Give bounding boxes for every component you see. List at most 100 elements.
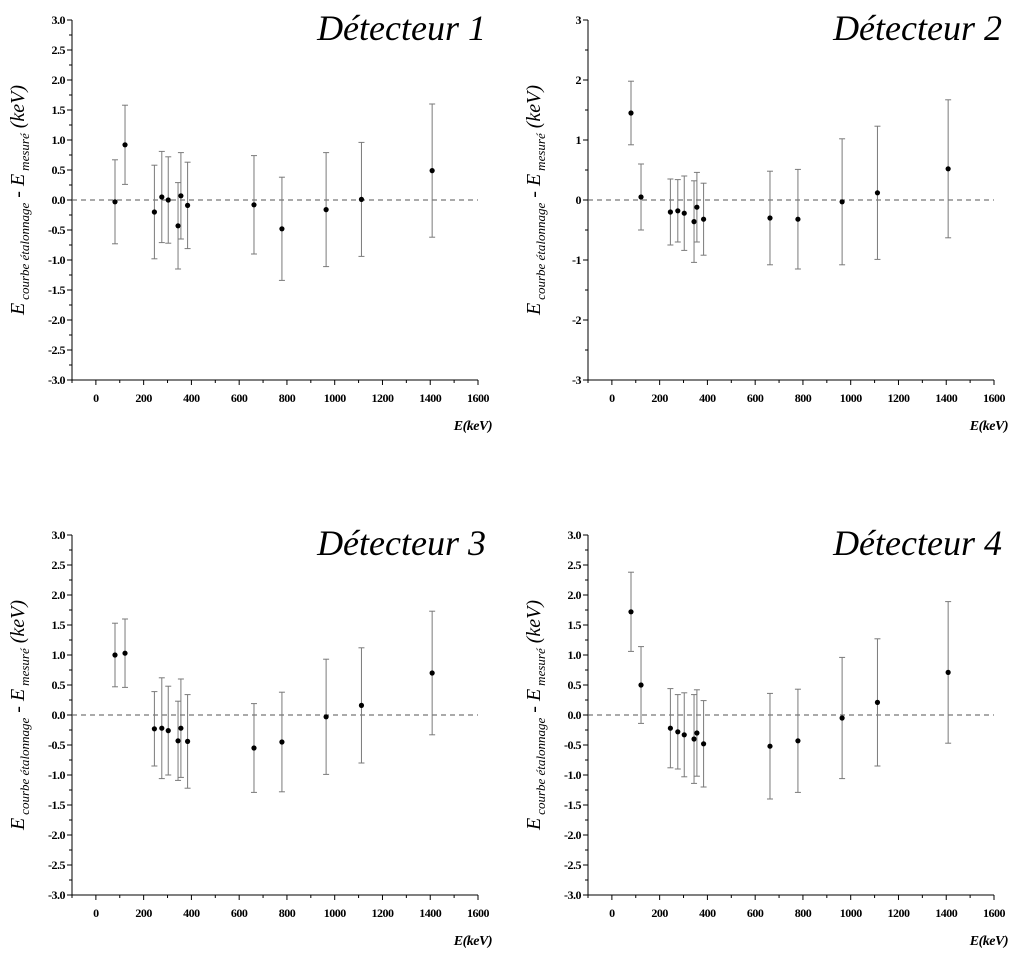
y-tick-label: 0.5 bbox=[52, 678, 66, 692]
y-tick-label: 1.0 bbox=[52, 133, 66, 147]
y-tick-label: -2 bbox=[572, 313, 581, 327]
data-point bbox=[279, 739, 285, 745]
y-tick-label: 2.5 bbox=[568, 558, 582, 572]
y-tick-label: 0.5 bbox=[52, 163, 66, 177]
y-tick-label: 2.5 bbox=[52, 558, 66, 572]
chart-title: Détecteur 2 bbox=[832, 8, 1002, 48]
y-tick-label: -2.0 bbox=[48, 828, 65, 842]
data-point bbox=[667, 209, 673, 215]
y-tick-label: 1 bbox=[576, 133, 582, 147]
data-point bbox=[691, 219, 697, 225]
y-tick-label: -1 bbox=[572, 253, 581, 267]
y-tick-label: 0.0 bbox=[52, 193, 66, 207]
chart-panel-1: -3.0 -2.5 -2.0 -1.5 -1.0 -0.5 0.0 0.5 1.0 1.5 2.0 2… bbox=[7, 8, 493, 434]
data-point bbox=[767, 215, 773, 221]
data-point bbox=[279, 226, 285, 232]
data-point bbox=[694, 204, 700, 210]
x-axis-label: E(keV) bbox=[453, 419, 492, 434]
y-axis-label: Ecourbe étalonnage - Emesuré (keV) bbox=[523, 85, 548, 316]
x-tick-label: 0 bbox=[609, 391, 615, 405]
data-point bbox=[112, 652, 118, 658]
x-tick-label: 200 bbox=[135, 391, 152, 405]
y-tick-label: -1.5 bbox=[48, 798, 65, 812]
data-point bbox=[945, 669, 951, 676]
data-point bbox=[945, 166, 951, 172]
y-tick-label: 1.5 bbox=[52, 618, 66, 632]
x-tick-label: 200 bbox=[135, 906, 152, 920]
data-point bbox=[323, 207, 329, 213]
y-tick-label: 1.5 bbox=[568, 618, 582, 632]
y-tick-label: -3 bbox=[572, 373, 581, 387]
data-point bbox=[700, 216, 707, 222]
chart-title: Détecteur 1 bbox=[316, 8, 486, 48]
x-tick-label: 200 bbox=[651, 906, 668, 920]
y-tick-label: -1.0 bbox=[48, 253, 65, 267]
x-tick-label: 600 bbox=[231, 391, 248, 405]
data-point bbox=[159, 194, 165, 200]
data-point bbox=[681, 210, 687, 216]
x-tick-label: 1600 bbox=[467, 391, 490, 405]
data-point bbox=[429, 168, 435, 174]
x-tick-label: 200 bbox=[651, 391, 668, 405]
x-tick-label: 0 bbox=[93, 906, 99, 920]
y-tick-label: -3.0 bbox=[564, 888, 581, 902]
y-tick-label: -2.5 bbox=[564, 858, 581, 872]
y-tick-label: -1.0 bbox=[564, 768, 581, 782]
y-tick-label: -2.0 bbox=[48, 313, 65, 327]
y-tick-label: -1.5 bbox=[48, 283, 65, 297]
y-tick-label: -1.0 bbox=[48, 768, 65, 782]
y-axis-label: Ecourbe étalonnage - Emesuré (keV) bbox=[7, 600, 32, 831]
x-tick-label: 1400 bbox=[419, 391, 442, 405]
x-tick-label: 1200 bbox=[887, 391, 910, 405]
y-tick-label: 3.0 bbox=[52, 13, 66, 27]
chart-title: Détecteur 3 bbox=[316, 523, 486, 563]
data-point bbox=[184, 202, 191, 208]
data-point bbox=[178, 725, 184, 731]
x-tick-label: 1400 bbox=[935, 906, 958, 920]
data-point bbox=[122, 142, 128, 148]
x-axis-label: E(keV) bbox=[453, 934, 492, 949]
y-tick-label: 2.0 bbox=[52, 588, 66, 602]
y-tick-label: 2.0 bbox=[52, 73, 66, 87]
chart-panel-3: -3.0 -2.5 -2.0 -1.5 -1.0 -0.5 0.0 0.5 1.0 1.5 2.0 2… bbox=[7, 523, 493, 949]
data-point bbox=[675, 729, 681, 735]
y-axis-label: Ecourbe étalonnage - Emesuré (keV) bbox=[7, 85, 32, 316]
y-tick-label: -0.5 bbox=[48, 738, 65, 752]
data-point bbox=[112, 199, 118, 205]
data-point bbox=[175, 223, 181, 229]
x-tick-label: 800 bbox=[795, 391, 812, 405]
data-point bbox=[178, 193, 184, 199]
y-tick-label: 3.0 bbox=[568, 528, 582, 542]
data-point bbox=[628, 110, 634, 116]
y-tick-label: -0.5 bbox=[48, 223, 65, 237]
data-point bbox=[323, 714, 329, 720]
x-tick-label: 1200 bbox=[887, 906, 910, 920]
data-point bbox=[165, 728, 171, 734]
x-tick-label: 1000 bbox=[324, 391, 347, 405]
data-point bbox=[151, 726, 157, 732]
data-point bbox=[694, 730, 700, 736]
x-tick-label: 0 bbox=[93, 391, 99, 405]
x-tick-label: 1000 bbox=[840, 906, 863, 920]
x-tick-label: 1600 bbox=[983, 906, 1006, 920]
y-axis-label: Ecourbe étalonnage - Emesuré (keV) bbox=[523, 600, 548, 831]
x-tick-label: 800 bbox=[279, 391, 296, 405]
data-point bbox=[638, 682, 644, 688]
x-tick-label: 1200 bbox=[371, 906, 394, 920]
x-axis-label: E(keV) bbox=[969, 419, 1008, 434]
data-point bbox=[795, 738, 801, 744]
y-tick-label: 2.5 bbox=[52, 43, 66, 57]
data-point bbox=[675, 208, 681, 214]
x-tick-label: 1000 bbox=[840, 391, 863, 405]
x-axis-label: E(keV) bbox=[969, 934, 1008, 949]
x-tick-label: 800 bbox=[795, 906, 812, 920]
data-point bbox=[667, 725, 673, 731]
y-tick-label: 0.0 bbox=[52, 708, 66, 722]
data-point bbox=[251, 202, 257, 208]
data-point bbox=[767, 743, 773, 749]
x-tick-label: 600 bbox=[231, 906, 248, 920]
data-point bbox=[839, 715, 845, 721]
chart-title: Détecteur 4 bbox=[832, 523, 1002, 563]
y-tick-label: -0.5 bbox=[564, 738, 581, 752]
data-point bbox=[358, 196, 365, 202]
